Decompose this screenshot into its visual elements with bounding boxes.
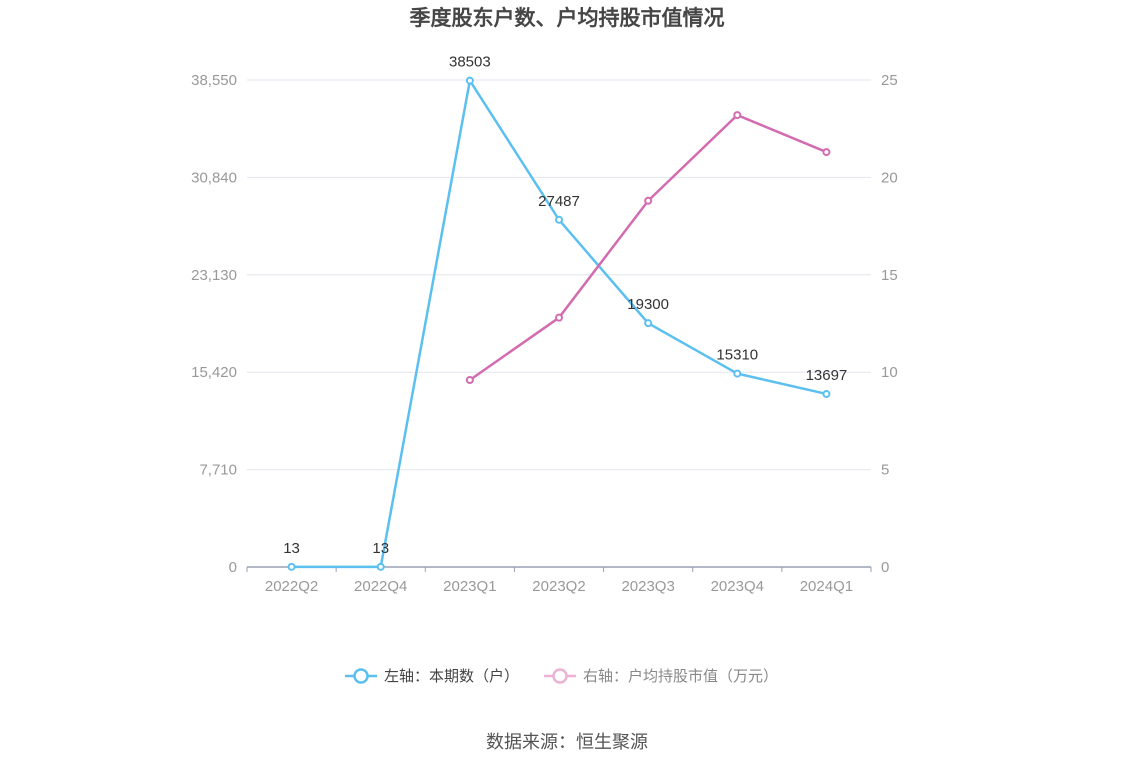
series-points (287, 76, 831, 571)
data-label: 13 (372, 540, 389, 557)
series-line-1 (469, 113, 827, 382)
x-tick-label: 2023Q3 (621, 578, 674, 595)
x-tick-label: 2023Q4 (711, 578, 764, 595)
x-axis: 2022Q2 2022Q4 2023Q1 2023Q2 2023Q3 2023Q4 2024… (246, 566, 872, 595)
series-1-point (822, 148, 831, 157)
x-tick-label: 2023Q2 (532, 578, 585, 595)
legend-marker-circle (353, 668, 369, 684)
left-tick-label: 30,840 (191, 169, 237, 186)
left-y-axis: 0 7,710 15,420 23,130 30,840 38,550 (191, 72, 237, 576)
right-tick-label: 20 (881, 169, 898, 186)
right-tick-label: 15 (881, 267, 898, 284)
x-tick-label: 2022Q2 (265, 578, 318, 595)
legend: 左轴：本期数（户） 右轴：户均持股市值（万元） (345, 668, 778, 685)
series-0-point (465, 76, 474, 85)
data-label: 13697 (806, 367, 848, 384)
x-tick-label: 2024Q1 (800, 578, 853, 595)
source-note: 数据来源：恒生聚源 (486, 732, 648, 752)
series-1-point (465, 375, 474, 384)
data-label: 19300 (627, 296, 669, 313)
data-label: 15310 (716, 347, 758, 364)
right-tick-label: 25 (881, 72, 898, 89)
legend-label[interactable]: 左轴：本期数（户） (384, 668, 519, 685)
left-tick-label: 0 (229, 559, 237, 576)
left-tick-label: 7,710 (199, 462, 237, 479)
series-lines (291, 77, 827, 569)
series-0-point (644, 319, 653, 328)
left-tick-label: 15,420 (191, 364, 237, 381)
left-tick-label: 23,130 (191, 267, 237, 284)
series-0-point (287, 562, 296, 571)
right-tick-label: 0 (881, 559, 889, 576)
legend-marker-circle (552, 668, 568, 684)
series-0-point (555, 215, 563, 224)
series-1-point (555, 313, 563, 322)
x-tick-label: 2023Q1 (443, 578, 496, 595)
series-0-point (822, 389, 831, 398)
data-label: 38503 (449, 54, 491, 71)
chart-title: 季度股东户数、户均持股市值情况 (410, 6, 725, 30)
right-tick-label: 5 (881, 462, 889, 479)
right-y-axis: 0 5 10 15 20 25 (881, 72, 898, 576)
legend-label[interactable]: 右轴：户均持股市值（万元） (583, 668, 778, 685)
series-line-0 (291, 77, 827, 569)
x-tick-label: 2022Q4 (354, 578, 407, 595)
series-1-point (644, 196, 653, 205)
series-1-point (733, 111, 742, 120)
grid-lines (247, 79, 871, 471)
series-0-point (376, 562, 385, 571)
data-label: 13 (283, 540, 300, 557)
data-labels: 13 13 38503 27487 19300 15310 13697 (283, 54, 847, 557)
data-label: 27487 (538, 193, 580, 210)
right-tick-label: 10 (881, 364, 898, 381)
series-0-point (733, 369, 742, 378)
left-tick-label: 38,550 (191, 72, 237, 89)
